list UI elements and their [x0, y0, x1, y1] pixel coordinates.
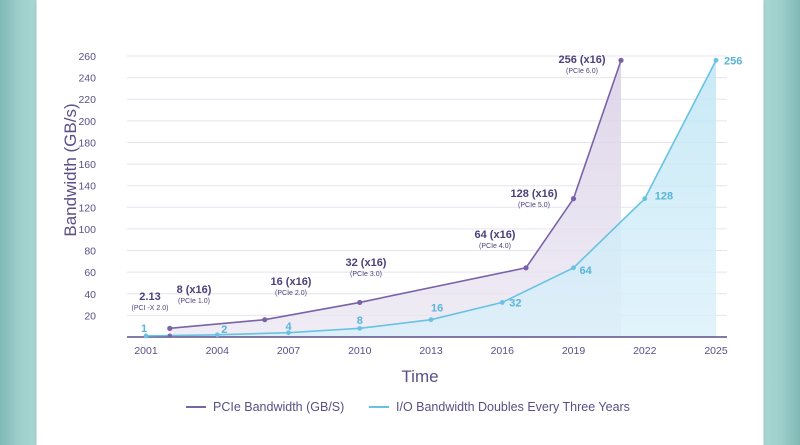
io-data-point: [286, 330, 291, 336]
io-value-label: 16: [431, 303, 443, 315]
gridlines: [127, 55, 727, 316]
pcie-data-point: [167, 325, 173, 331]
x-tick-label: 2004: [206, 345, 230, 357]
io-value-label: 8: [357, 315, 363, 327]
pcie-annotation-version: (PCIe 2.0): [275, 290, 307, 297]
y-tick-label: 120: [78, 202, 96, 214]
io-value-label: 32: [509, 297, 521, 309]
io-value-label: 256: [724, 55, 742, 67]
pcie-annotation-value: 32 (x16): [346, 257, 387, 269]
io-data-point: [571, 265, 576, 271]
io-area: [146, 60, 716, 337]
pcie-data-point: [618, 57, 624, 63]
y-tick-label: 100: [78, 224, 96, 236]
y-tick-label: 180: [78, 137, 96, 149]
io-data-point: [713, 57, 719, 63]
y-tick-label: 20: [84, 310, 96, 322]
pcie-annotation-value: 2.13: [139, 291, 160, 303]
pcie-annotation-value: 8 (x16): [177, 284, 212, 296]
pcie-annotation-version: (PCIe 4.0): [479, 243, 511, 250]
bandwidth-chart: 20 40 60 80 100 120 140 160 180 200 220 240 260 2001 2…: [61, 51, 743, 414]
pcie-data-point: [262, 317, 268, 323]
io-data-point: [642, 196, 648, 202]
y-tick-label: 260: [78, 51, 96, 63]
legend-pcie-label: PCIe Bandwidth (GB/S): [213, 400, 344, 414]
y-tick-label: 240: [78, 73, 96, 85]
area-fills: [146, 60, 716, 337]
y-tick-label: 60: [84, 267, 96, 279]
pcie-annotation-value: 128 (x16): [510, 188, 557, 200]
pcie-annotation-version: (PCIe 6.0): [566, 68, 598, 75]
x-tick-label: 2013: [419, 345, 443, 357]
pcix-data-point: [167, 333, 172, 338]
io-data-point: [143, 333, 149, 339]
y-tick-label: 160: [78, 159, 96, 171]
pcie-annotation-version: (PCIe 3.0): [350, 271, 382, 278]
data-points: [143, 57, 719, 339]
y-tick-label: 80: [84, 246, 96, 258]
io-data-point: [357, 325, 363, 331]
legend: PCIe Bandwidth (GB/S) I/O Bandwidth Doub…: [186, 400, 630, 414]
x-axis-title: Time: [401, 367, 438, 386]
io-data-point: [214, 332, 220, 338]
data-labels: 1 2 4 8 16 32 64 128 256 2.13 (PCI -X 2.0) 8 (x16) (…: [132, 54, 743, 336]
y-tick-label: 40: [84, 289, 96, 301]
io-value-label: 128: [655, 191, 673, 203]
pcie-annotation-value: 64 (x16): [475, 229, 516, 241]
y-tick-label: 220: [78, 94, 96, 106]
x-tick-label: 2022: [633, 345, 657, 357]
pcie-data-point: [570, 196, 577, 202]
x-tick-label: 2007: [277, 345, 301, 357]
pcie-annotation-version: (PCIe 5.0): [518, 202, 550, 209]
x-tick-label: 2019: [562, 345, 586, 357]
pcie-data-point: [357, 299, 363, 306]
io-value-label: 64: [580, 265, 593, 277]
io-value-label: 2: [221, 324, 227, 336]
x-tick-label: 2010: [348, 345, 372, 357]
io-value-label: 4: [285, 321, 292, 333]
pcie-data-point: [523, 265, 529, 271]
pcie-series-line: [169, 60, 622, 330]
y-axis-label: Bandwidth (GB/s): [61, 103, 80, 236]
io-data-point: [499, 300, 505, 305]
x-tick-label: 2016: [491, 345, 515, 357]
legend-io-label: I/O Bandwidth Doubles Every Three Years: [396, 400, 630, 414]
io-value-label: 1: [141, 323, 147, 335]
y-tick-label: 140: [78, 181, 96, 193]
chart-card: 20 40 60 80 100 120 140 160 180 200 220 240 260 2001 2…: [37, 0, 763, 445]
y-tick-label: 200: [78, 116, 96, 128]
x-tick-label: 2001: [134, 345, 158, 357]
pcie-annotation-version: (PCIe 1.0): [178, 298, 210, 305]
pcie-annotation-value: 16 (x16): [271, 276, 312, 288]
io-data-point: [428, 317, 434, 323]
pcie-annotation-version: (PCI -X 2.0): [132, 305, 169, 312]
x-tick-label: 2025: [704, 345, 728, 357]
axes: 20 40 60 80 100 120 140 160 180 200 220 240 260 2001 2…: [78, 51, 727, 357]
pcie-annotation-value: 256 (x16): [558, 54, 605, 66]
